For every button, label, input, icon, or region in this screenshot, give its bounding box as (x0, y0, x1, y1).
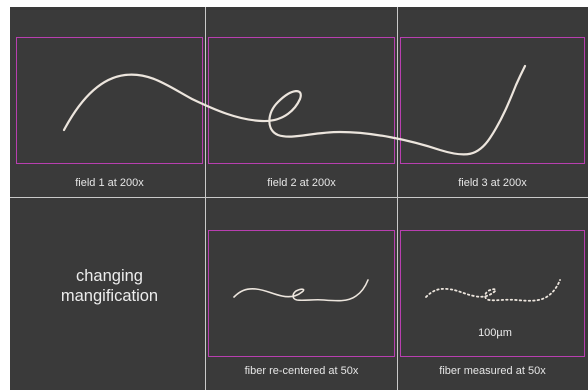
vertical-divider-1 (205, 7, 206, 390)
fiber-recentered-frame (208, 230, 395, 357)
fiber-measured-frame (400, 230, 585, 357)
field-3-caption: field 3 at 200x (458, 177, 527, 189)
field-2-caption: field 2 at 200x (267, 177, 336, 189)
field-1-frame (16, 37, 203, 164)
magnification-note-line-2: mangification (60, 287, 159, 305)
fiber-small (233, 279, 369, 302)
fiber-measured-caption: fiber measured at 50x (439, 365, 546, 377)
scale-label: 100µm (478, 327, 512, 339)
vertical-divider-2 (397, 7, 398, 390)
magnification-note: changing mangification (16, 266, 203, 306)
fiber-long (62, 64, 527, 156)
field-3-frame (400, 37, 585, 164)
field-1-caption: field 1 at 200x (75, 177, 144, 189)
horizontal-divider (10, 197, 588, 198)
field-2-frame (208, 37, 395, 164)
fiber-recentered-caption: fiber re-centered at 50x (244, 365, 359, 377)
dark-panel (10, 7, 588, 390)
fiber-dotted (425, 279, 561, 302)
magnification-note-line-1: changing (76, 267, 143, 285)
